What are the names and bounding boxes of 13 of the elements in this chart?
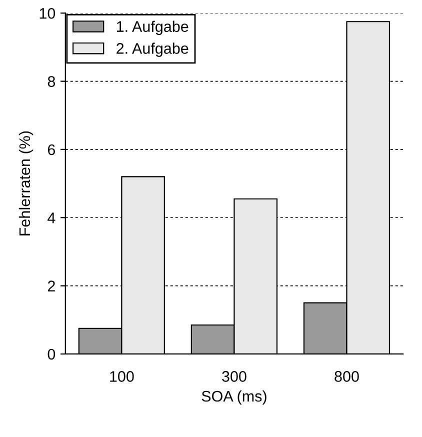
y-tick-label: 0 bbox=[48, 348, 56, 360]
legend-label: 2. Aufgabe bbox=[116, 42, 188, 57]
x-axis-title: SOA (ms) bbox=[202, 390, 266, 405]
x-tick-label: 300 bbox=[222, 371, 246, 382]
y-axis-title: Fehlerraten (%) bbox=[18, 131, 34, 236]
x-tick-label: 100 bbox=[110, 371, 134, 382]
x-tick-label: 800 bbox=[334, 371, 359, 382]
y-tick-label: 6 bbox=[48, 144, 56, 156]
y-tick-label: 10 bbox=[40, 8, 56, 19]
y-tick-label: 8 bbox=[48, 76, 56, 87]
y-tick-label: 2 bbox=[48, 280, 55, 292]
legend-label: 1. Aufgabe bbox=[116, 20, 188, 35]
y-tick-label: 4 bbox=[48, 212, 56, 224]
